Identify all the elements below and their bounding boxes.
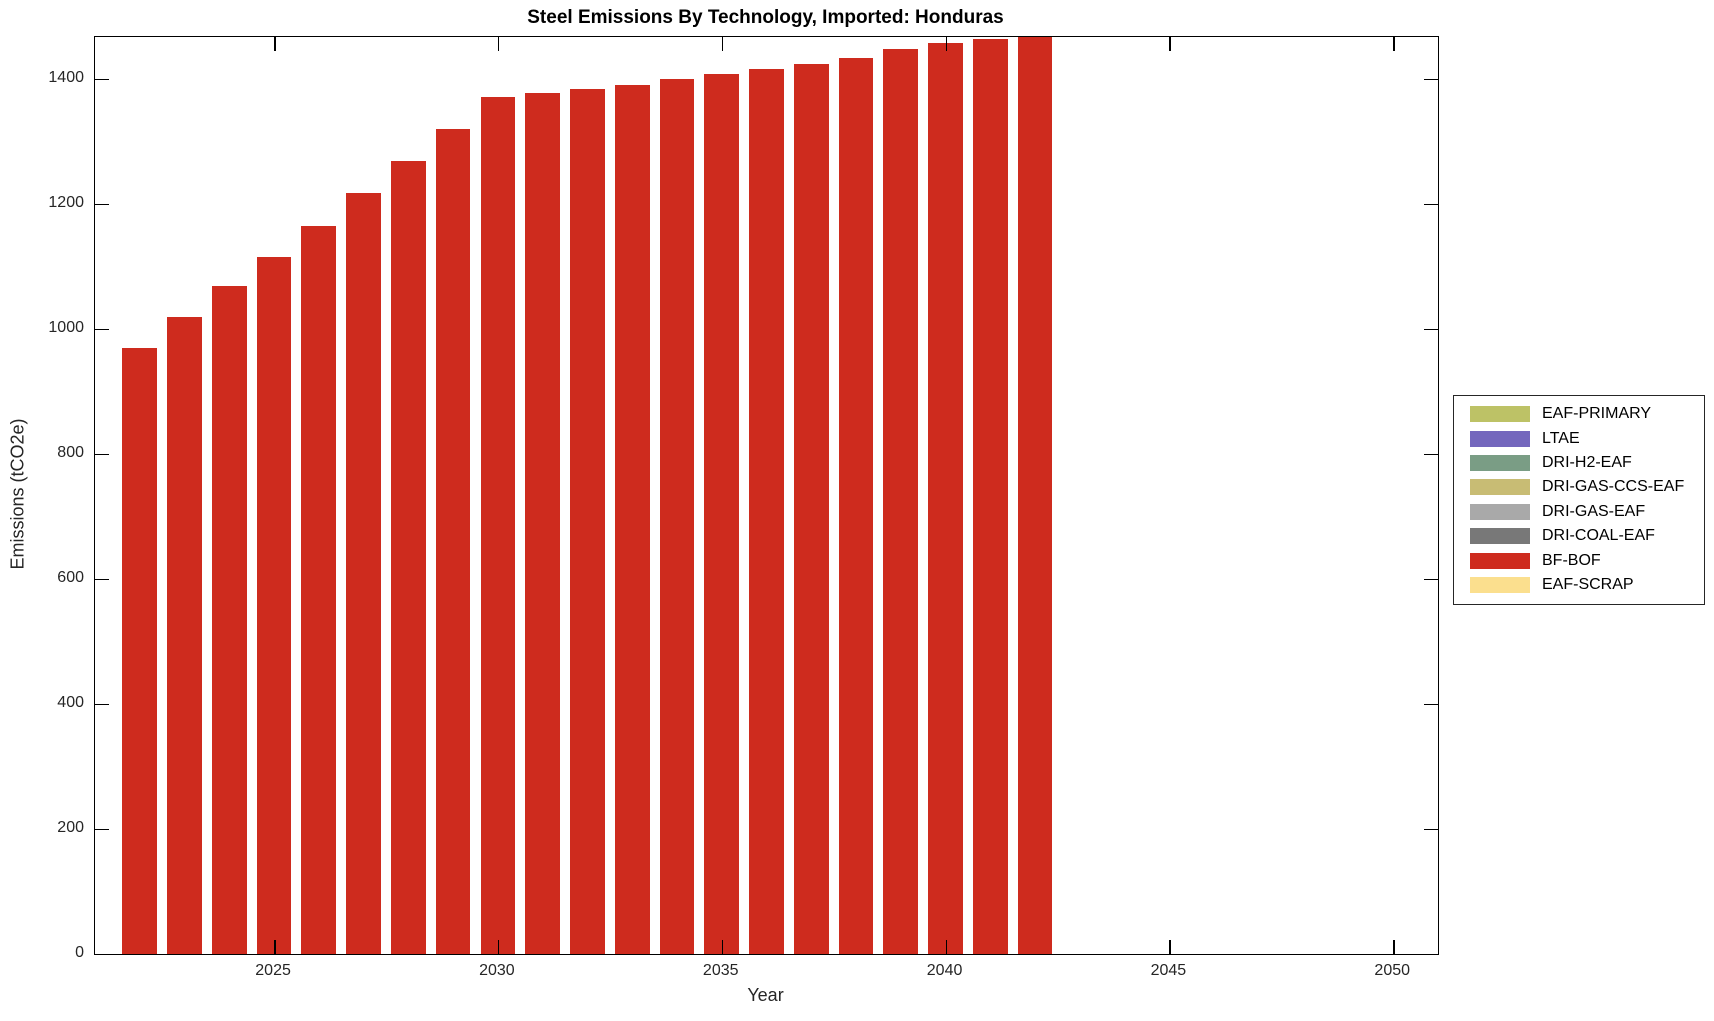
bar-BF-BOF-2024 bbox=[211, 285, 247, 954]
legend-swatch-icon bbox=[1470, 430, 1530, 447]
bar-BF-BOF-2025 bbox=[256, 257, 292, 954]
legend-swatch-icon bbox=[1470, 552, 1530, 569]
y-tick-right-800 bbox=[1424, 453, 1438, 456]
bar-BF-BOF-2034 bbox=[659, 78, 695, 954]
bar-BF-BOF-2038 bbox=[838, 57, 874, 954]
bar-BF-BOF-2042 bbox=[1017, 37, 1053, 954]
bar-BF-BOF-2027 bbox=[346, 192, 381, 954]
plot-area bbox=[94, 36, 1439, 955]
y-tick-label-800: 800 bbox=[57, 443, 84, 461]
legend-item-dri-gas-eaf: DRI-GAS-EAF bbox=[1454, 500, 1704, 524]
bars-layer bbox=[95, 37, 1438, 954]
y-tick-right-600 bbox=[1424, 578, 1438, 581]
bar-BF-BOF-2023 bbox=[167, 317, 202, 954]
y-tick-right-1400 bbox=[1424, 78, 1438, 81]
bar-BF-BOF-2035 bbox=[704, 73, 740, 954]
legend-swatch-icon bbox=[1470, 454, 1530, 471]
x-tick-label-2030: 2030 bbox=[479, 962, 515, 979]
x-tick-top-2040 bbox=[945, 37, 948, 51]
bar-BF-BOF-2041 bbox=[972, 38, 1008, 954]
legend-item-dri-h2-eaf: DRI-H2-EAF bbox=[1454, 451, 1704, 475]
y-tick-label-1400: 1400 bbox=[48, 68, 84, 86]
legend-item-ltae: LTAE bbox=[1454, 426, 1704, 450]
y-tick-400 bbox=[95, 703, 109, 706]
legend-swatch-icon bbox=[1470, 479, 1530, 496]
legend-label: LTAE bbox=[1542, 429, 1580, 447]
y-tick-label-1000: 1000 bbox=[48, 318, 84, 336]
legend-swatch-icon bbox=[1470, 503, 1530, 520]
x-tick-top-2025 bbox=[274, 37, 276, 51]
bar-BF-BOF-2026 bbox=[301, 225, 337, 954]
x-tick-top-2035 bbox=[721, 37, 724, 51]
legend-item-bf-bof: BF-BOF bbox=[1454, 548, 1704, 572]
legend-item-dri-coal-eaf: DRI-COAL-EAF bbox=[1454, 524, 1704, 548]
bar-BF-BOF-2037 bbox=[793, 63, 829, 954]
bar-BF-BOF-2040 bbox=[928, 42, 963, 954]
x-tick-label-2040: 2040 bbox=[926, 962, 963, 979]
ticks-layer bbox=[95, 37, 1438, 954]
y-tick-right-200 bbox=[1424, 828, 1438, 831]
bar-BF-BOF-2031 bbox=[525, 93, 560, 954]
y-tick-right-400 bbox=[1424, 703, 1438, 706]
legend-item-dri-gas-ccs-eaf: DRI-GAS-CCS-EAF bbox=[1454, 475, 1704, 499]
x-tick-2045 bbox=[1169, 940, 1171, 954]
y-tick-1200 bbox=[95, 203, 109, 206]
x-axis-label: Year bbox=[747, 985, 784, 1005]
y-tick-1000 bbox=[95, 328, 109, 331]
x-tick-top-2030 bbox=[497, 37, 500, 51]
y-tick-200 bbox=[95, 828, 109, 831]
y-tick-600 bbox=[95, 578, 109, 581]
x-tick-label-2050: 2050 bbox=[1374, 962, 1411, 979]
y-tick-label-400: 400 bbox=[57, 693, 84, 711]
x-tick-label-2025: 2025 bbox=[255, 962, 291, 979]
x-tick-2030 bbox=[497, 940, 500, 954]
x-tick-2040 bbox=[945, 940, 948, 954]
legend-label: DRI-COAL-EAF bbox=[1542, 527, 1655, 545]
bar-BF-BOF-2028 bbox=[391, 160, 426, 954]
bar-BF-BOF-2029 bbox=[435, 128, 471, 954]
chart-title: Steel Emissions By Technology, Imported:… bbox=[527, 7, 1004, 28]
legend: EAF-PRIMARY LTAE DRI-H2-EAF DRI-GAS-CCS-EAF… bbox=[1453, 395, 1705, 606]
legend-item-eaf-scrap: EAF-SCRAP bbox=[1454, 573, 1704, 597]
legend-label: DRI-GAS-CCS-EAF bbox=[1542, 478, 1685, 496]
y-tick-right-1000 bbox=[1424, 328, 1438, 331]
y-tick-800 bbox=[95, 453, 109, 456]
legend-label: BF-BOF bbox=[1542, 551, 1601, 569]
legend-label: EAF-PRIMARY bbox=[1542, 405, 1652, 423]
legend-swatch-icon bbox=[1470, 576, 1530, 593]
bar-BF-BOF-2030 bbox=[480, 97, 516, 954]
x-tick-2050 bbox=[1393, 940, 1395, 954]
y-tick-right-1200 bbox=[1424, 203, 1438, 206]
y-tick-label-1200: 1200 bbox=[48, 193, 84, 211]
y-tick-label-600: 600 bbox=[57, 568, 84, 586]
bar-BF-BOF-2036 bbox=[749, 68, 784, 954]
legend-swatch-icon bbox=[1470, 528, 1530, 545]
y-tick-1400 bbox=[95, 78, 109, 81]
y-tick-label-200: 200 bbox=[57, 818, 84, 836]
legend-item-eaf-primary: EAF-PRIMARY bbox=[1454, 402, 1704, 426]
bar-BF-BOF-2033 bbox=[614, 85, 650, 954]
legend-label: EAF-SCRAP bbox=[1542, 575, 1634, 593]
bar-BF-BOF-2039 bbox=[883, 48, 919, 954]
legend-swatch-icon bbox=[1470, 406, 1530, 423]
x-tick-label-2045: 2045 bbox=[1150, 962, 1187, 979]
legend-label: DRI-H2-EAF bbox=[1542, 453, 1632, 471]
x-tick-label-2035: 2035 bbox=[702, 962, 739, 979]
x-tick-top-2050 bbox=[1393, 37, 1395, 51]
legend-label: DRI-GAS-EAF bbox=[1542, 502, 1646, 520]
bar-BF-BOF-2022 bbox=[122, 347, 158, 954]
x-tick-2025 bbox=[274, 940, 276, 954]
y-tick-label-0: 0 bbox=[75, 944, 84, 961]
x-tick-top-2045 bbox=[1169, 37, 1171, 51]
y-axis-label: Emissions (tCO2e) bbox=[7, 418, 28, 570]
x-tick-2035 bbox=[721, 940, 724, 954]
bar-BF-BOF-2032 bbox=[570, 88, 605, 954]
